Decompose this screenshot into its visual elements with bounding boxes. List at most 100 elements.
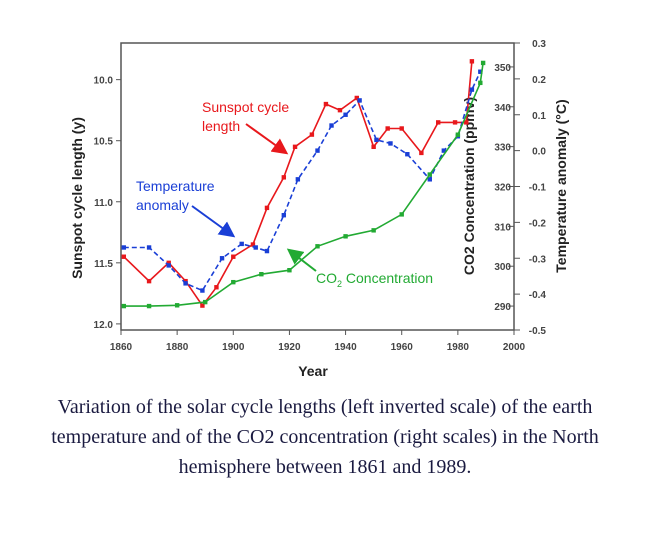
co2-data-point [399,212,404,217]
co2-data-point [343,234,348,239]
co2-tick-label: 330 [494,143,511,154]
co2-tick-label: 350 [494,63,511,74]
temp-tick-label: 0.0 [532,147,546,158]
left-tick-label: 10.0 [94,76,114,87]
sunspot-data-point [452,120,458,125]
sunspot-data-point [121,254,127,259]
sunspot-data-point [419,150,424,156]
x-tick-label: 1900 [222,342,245,353]
sunspot-data-point [231,254,236,259]
sunspot-data-point [183,278,188,284]
temperature-data-point [146,245,152,250]
left-axis-title: Sunspot cycle length (y) [69,117,85,279]
sunspot-data-point [281,175,287,180]
temp-annotation-line2: anomaly [136,197,189,213]
sunspot-data-point [309,132,315,137]
x-axis-title: Year [298,363,328,379]
co2-data-point [231,279,236,285]
co2-data-point [287,268,292,273]
temperature-data-point [239,241,244,247]
sunspot-data-point [250,242,256,247]
sunspot-data-point [264,205,270,211]
sunspot-data-point [200,303,205,308]
temperature-data-point [374,137,379,143]
sunspot-annotation-line2: length [202,118,240,134]
co2-data-point [478,80,483,86]
co2-data-point [480,60,486,66]
sunspot-data-point [469,59,475,64]
chart: 10.0 10.5 11.0 11.5 12.0 1860 1880 1900 1920 194… [69,39,569,379]
left-tick-label: 11.5 [94,259,113,270]
temperature-data-point [388,141,393,146]
sunspot-data-point [323,101,329,107]
sunspot-data-point [385,126,390,131]
co2-annotation-arrow [286,248,317,272]
temp-tick-label: -0.5 [529,326,547,337]
temperature-data-point [264,248,270,254]
co2-data-point [427,172,432,177]
temperature-data-point [166,263,171,268]
left-tick-label: 12.0 [94,320,114,331]
x-tick-label: 1860 [110,342,133,353]
left-tick-label: 10.5 [94,137,114,148]
x-tick-label: 1880 [166,342,189,353]
temperature-data-point [329,123,334,128]
sunspot-data-point [371,144,376,150]
temperature-data-point [121,245,127,250]
figure-caption: Variation of the solar cycle lengths (le… [51,396,599,478]
x-tick-label: 1960 [391,342,414,353]
temperature-data-point [281,213,287,218]
temperature-data-point [357,98,362,103]
co2-axis-title: CO2 Concentration (ppmv) [461,97,477,275]
x-tick-label: 1980 [447,342,470,353]
co2-tick-label: 310 [494,222,511,233]
sunspot-annotation-line1: Sunspot cycle [202,99,289,115]
temp-annotation-arrow [191,205,236,238]
temperature-data-point [405,152,410,157]
sunspot-data-point [399,126,404,131]
co2-tick-label: 300 [494,262,511,273]
temp-tick-label: 0.3 [532,39,546,50]
sunspot-annotation-arrow [245,123,289,155]
temperature-data-point [427,177,432,182]
temp-tick-label: -0.2 [529,218,547,229]
temperature-data-point [219,256,225,261]
temp-tick-label: 0.1 [532,111,546,122]
temp-tick-label: -0.1 [529,183,547,194]
sunspot-data-point [166,260,171,266]
left-tick-label: 11.0 [94,198,113,209]
temperature-data-point [469,87,475,92]
co2-data-point [259,271,264,277]
co2-data-point [315,244,320,249]
x-tick-label: 1920 [278,342,301,353]
x-tick-label: 1940 [334,342,357,353]
temperature-data-point [478,69,483,74]
temperature-data-point [183,281,188,286]
temp-axis-title: Temperature anomaly (°C) [553,99,569,272]
co2-data-point [174,303,180,308]
temperature-data-point [295,177,301,182]
co2-data-point [455,132,461,137]
co2-data-point [371,228,376,233]
temp-annotation-line1: Temperature [136,178,215,194]
x-tick-label: 2000 [503,342,526,353]
co2-data-point [203,299,208,305]
co2-annotation: CO2 Concentration [316,270,433,289]
temperature-data-point [200,288,205,293]
sunspot-data-point [146,278,152,284]
co2-data-point [121,303,127,309]
sunspot-data-point [354,95,359,101]
sunspot-data-point [292,144,298,150]
temperature-data-point [253,245,258,250]
temperature-data-point [315,148,320,153]
co2-tick-label: 290 [494,302,511,313]
temp-tick-label: -0.4 [529,290,547,301]
sunspot-data-point [464,120,469,125]
temp-tick-label: -0.3 [529,254,547,265]
sunspot-data-point [337,107,343,113]
co2-data-point [146,303,152,309]
sunspot-data-point [436,120,441,125]
temperature-data-point [441,148,447,153]
co2-tick-label: 340 [494,103,511,114]
sunspot-data-point [214,285,219,290]
